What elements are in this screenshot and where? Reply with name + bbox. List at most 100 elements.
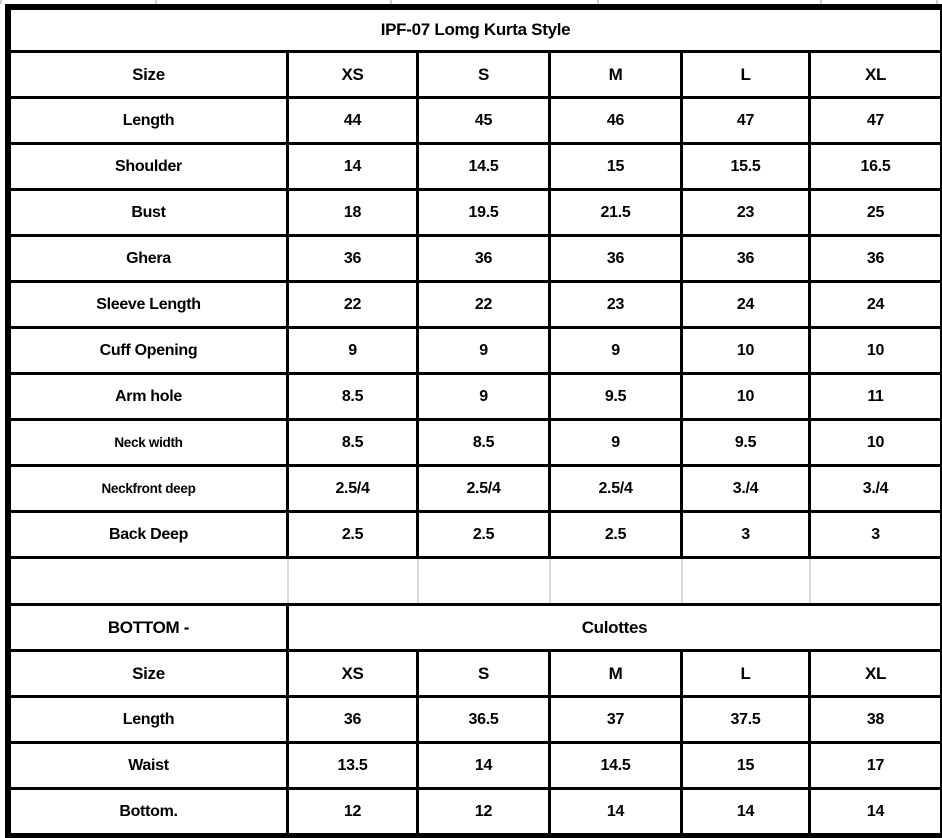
empty-cell — [548, 556, 683, 606]
cell-value: 12 — [286, 787, 419, 836]
bottom-section-label: BOTTOM - — [8, 603, 289, 652]
cell-value: 10 — [807, 418, 942, 467]
row-label: Waist — [8, 741, 289, 790]
cell-value: 36 — [416, 234, 551, 283]
cell-value: 8.5 — [416, 418, 551, 467]
cell-value: 3./4 — [680, 464, 811, 513]
cell-value: 36 — [807, 234, 942, 283]
cell-value: 10 — [680, 326, 811, 375]
cell-value: 3./4 — [807, 464, 942, 513]
cell-value: 17 — [807, 741, 942, 790]
cell-value: 9 — [286, 326, 419, 375]
cell-value: 14 — [548, 787, 683, 836]
cell-value: 3 — [807, 510, 942, 559]
table-row: Back Deep 2.5 2.5 2.5 3 3 — [8, 510, 942, 559]
column-header: S — [416, 649, 551, 698]
cell-value: 37 — [548, 695, 683, 744]
column-header: Size — [8, 50, 289, 99]
table-row: Neck width 8.5 8.5 9 9.5 10 — [8, 418, 942, 467]
table-row: Bottom. 12 12 14 14 14 — [8, 787, 942, 836]
cell-value: 13.5 — [286, 741, 419, 790]
gridline-tick — [597, 0, 599, 4]
row-label: Arm hole — [8, 372, 289, 421]
empty-cell — [680, 556, 811, 606]
column-header: M — [548, 50, 683, 99]
cell-value: 10 — [807, 326, 942, 375]
gridline-tick — [0, 0, 2, 4]
cell-value: 11 — [807, 372, 942, 421]
cell-value: 2.5/4 — [286, 464, 419, 513]
row-label: Length — [8, 695, 289, 744]
cell-value: 3 — [680, 510, 811, 559]
cell-value: 2.5 — [548, 510, 683, 559]
column-header: L — [680, 649, 811, 698]
bottom-section-row: BOTTOM - Culottes — [8, 603, 942, 652]
table-row: Waist 13.5 14 14.5 15 17 — [8, 741, 942, 790]
column-header: M — [548, 649, 683, 698]
row-label: Bust — [8, 188, 289, 237]
empty-cell — [286, 556, 419, 606]
column-header: XS — [286, 50, 419, 99]
empty-cell — [416, 556, 551, 606]
cell-value: 36 — [286, 234, 419, 283]
cell-value: 2.5/4 — [416, 464, 551, 513]
cell-value: 15 — [680, 741, 811, 790]
cell-value: 14 — [416, 741, 551, 790]
cell-value: 23 — [548, 280, 683, 329]
cell-value: 36 — [548, 234, 683, 283]
cell-value: 14 — [680, 787, 811, 836]
row-label: Neckfront deep — [8, 464, 289, 513]
cell-value: 14.5 — [416, 142, 551, 191]
cell-value: 9 — [416, 326, 551, 375]
row-label: Neck width — [8, 418, 289, 467]
table-row: Length 36 36.5 37 37.5 38 — [8, 695, 942, 744]
row-label: Sleeve Length — [8, 280, 289, 329]
bottom-size-header-row: Size XS S M L XL — [8, 649, 942, 698]
cell-value: 2.5 — [416, 510, 551, 559]
cell-value: 38 — [807, 695, 942, 744]
size-chart-table-wrap: IPF-07 Lomg Kurta Style Size XS S M L XL Leng… — [5, 4, 942, 838]
cell-value: 15 — [548, 142, 683, 191]
cell-value: 21.5 — [548, 188, 683, 237]
cell-value: 14 — [807, 787, 942, 836]
row-label: Bottom. — [8, 787, 289, 836]
row-label: Length — [8, 96, 289, 145]
cell-value: 22 — [286, 280, 419, 329]
column-header: Size — [8, 649, 289, 698]
cell-value: 14 — [286, 142, 419, 191]
cell-value: 18 — [286, 188, 419, 237]
column-header: L — [680, 50, 811, 99]
column-header: XL — [807, 50, 942, 99]
cell-value: 36 — [680, 234, 811, 283]
column-header: S — [416, 50, 551, 99]
gridline-tick — [155, 0, 157, 4]
column-header: XS — [286, 649, 419, 698]
table-row: Sleeve Length 22 22 23 24 24 — [8, 280, 942, 329]
cell-value: 47 — [807, 96, 942, 145]
cell-value: 9.5 — [548, 372, 683, 421]
cell-value: 36.5 — [416, 695, 551, 744]
table-row: Length 44 45 46 47 47 — [8, 96, 942, 145]
row-label: Back Deep — [8, 510, 289, 559]
column-header: XL — [807, 649, 942, 698]
kurta-size-header-row: Size XS S M L XL — [8, 50, 942, 99]
gridline-tick — [390, 0, 392, 4]
cell-value: 9 — [548, 326, 683, 375]
table-row: Cuff Opening 9 9 9 10 10 — [8, 326, 942, 375]
table-row: IPF-07 Lomg Kurta Style — [7, 7, 942, 53]
cell-value: 8.5 — [286, 372, 419, 421]
spacer-row — [8, 556, 942, 606]
row-label: Ghera — [8, 234, 289, 283]
table-row: Bust 18 19.5 21.5 23 25 — [8, 188, 942, 237]
gridline-tick — [936, 0, 938, 4]
table-row: Shoulder 14 14.5 15 15.5 16.5 — [8, 142, 942, 191]
table-title: IPF-07 Lomg Kurta Style — [7, 7, 942, 53]
cell-value: 2.5 — [286, 510, 419, 559]
size-chart-table: IPF-07 Lomg Kurta Style Size XS S M L XL Leng… — [7, 7, 942, 836]
table-row: Ghera 36 36 36 36 36 — [8, 234, 942, 283]
cell-value: 16.5 — [807, 142, 942, 191]
cell-value: 14.5 — [548, 741, 683, 790]
table-row: Arm hole 8.5 9 9.5 10 11 — [8, 372, 942, 421]
empty-cell — [808, 556, 942, 606]
